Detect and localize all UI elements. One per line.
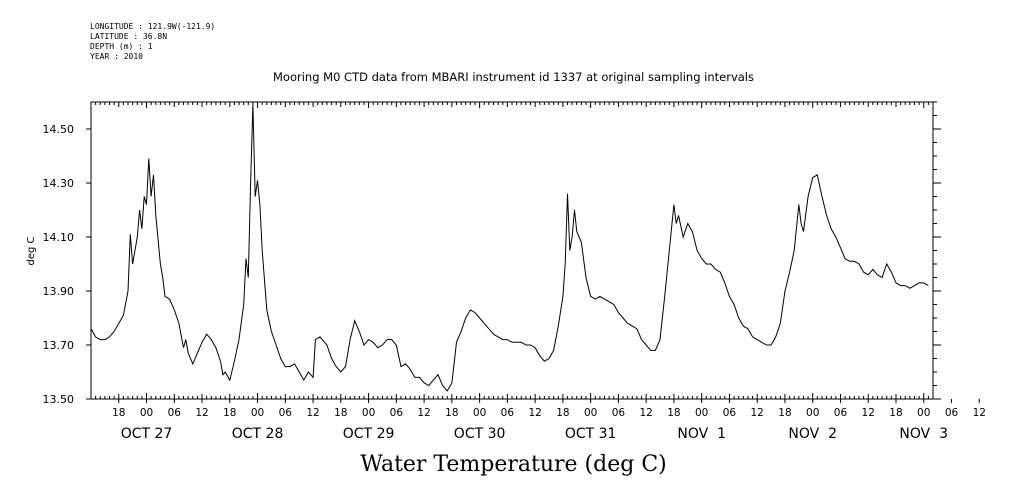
y-axis-label: deg C xyxy=(26,236,37,265)
chart-title: Mooring M0 CTD data from MBARI instrumen… xyxy=(273,70,754,84)
x-hour-label: 00 xyxy=(917,407,930,419)
x-hour-label: 18 xyxy=(334,407,347,419)
y-tick-label: 13.70 xyxy=(43,339,75,352)
x-hour-label: 18 xyxy=(556,407,569,419)
axis-labels: 18 00 06 12 18 00 06 12 18 00 06 12 18 00 06 12 18 00 06 12… xyxy=(43,123,986,442)
x-hour-label: 18 xyxy=(445,407,458,419)
x-day-label: OCT 30 xyxy=(454,426,506,442)
latitude-text: LATITUDE : 36.8N xyxy=(90,32,168,41)
x-day-label: NOV 2 xyxy=(788,426,837,442)
x-hour-label: 00 xyxy=(584,407,597,419)
x-hour-label: 12 xyxy=(306,407,319,419)
x-day-label: OCT 27 xyxy=(121,426,173,442)
water-temperature-line xyxy=(90,104,929,392)
x-hour-label: 18 xyxy=(112,407,125,419)
x-day-label: OCT 29 xyxy=(343,426,395,442)
x-hour-label: 00 xyxy=(251,407,264,419)
x-day-label: NOV 1 xyxy=(677,426,726,442)
axis-ticks xyxy=(86,101,980,403)
x-hour-label: 12 xyxy=(973,407,986,419)
x-hour-label: 00 xyxy=(362,407,375,419)
x-hour-label: 00 xyxy=(140,407,153,419)
x-hour-label: 18 xyxy=(889,407,902,419)
x-hour-label: 06 xyxy=(834,407,848,419)
x-day-label: OCT 28 xyxy=(232,426,284,442)
x-hour-label: 00 xyxy=(473,407,486,419)
x-hour-label: 06 xyxy=(168,407,182,419)
station-metadata: LONGITUDE : 121.9W(-121.9) LATITUDE : 36… xyxy=(90,22,215,62)
x-hour-label: 06 xyxy=(501,407,515,419)
y-tick-label: 14.50 xyxy=(43,123,75,136)
x-hour-label: 18 xyxy=(223,407,236,419)
depth-text: DEPTH (m) : 1 xyxy=(90,42,153,51)
x-hour-label: 00 xyxy=(806,407,819,419)
x-hour-label: 12 xyxy=(639,407,652,419)
x-hour-label: 12 xyxy=(862,407,875,419)
x-hour-label: 06 xyxy=(612,407,626,419)
x-hour-label: 18 xyxy=(667,407,680,419)
x-hour-label: 00 xyxy=(695,407,708,419)
y-tick-label: 14.10 xyxy=(43,231,75,244)
year-text: YEAR : 2010 xyxy=(90,52,143,61)
plot-frame xyxy=(90,101,934,400)
x-hour-label: 06 xyxy=(390,407,404,419)
x-hour-label: 12 xyxy=(528,407,541,419)
x-day-label: OCT 31 xyxy=(565,426,617,442)
x-axis-title: Water Temperature (deg C) xyxy=(360,452,667,477)
x-hour-label: 06 xyxy=(279,407,293,419)
x-hour-label: 18 xyxy=(778,407,791,419)
longitude-text: LONGITUDE : 121.9W(-121.9) xyxy=(90,22,216,31)
x-day-label: NOV 3 xyxy=(899,426,948,442)
y-tick-label: 13.90 xyxy=(43,285,75,298)
x-hour-label: 12 xyxy=(751,407,764,419)
x-hour-label: 06 xyxy=(945,407,959,419)
y-tick-label: 14.30 xyxy=(43,177,75,190)
y-tick-label: 13.50 xyxy=(43,393,75,406)
x-hour-label: 12 xyxy=(417,407,430,419)
x-hour-label: 06 xyxy=(723,407,737,419)
x-hour-label: 12 xyxy=(195,407,208,419)
